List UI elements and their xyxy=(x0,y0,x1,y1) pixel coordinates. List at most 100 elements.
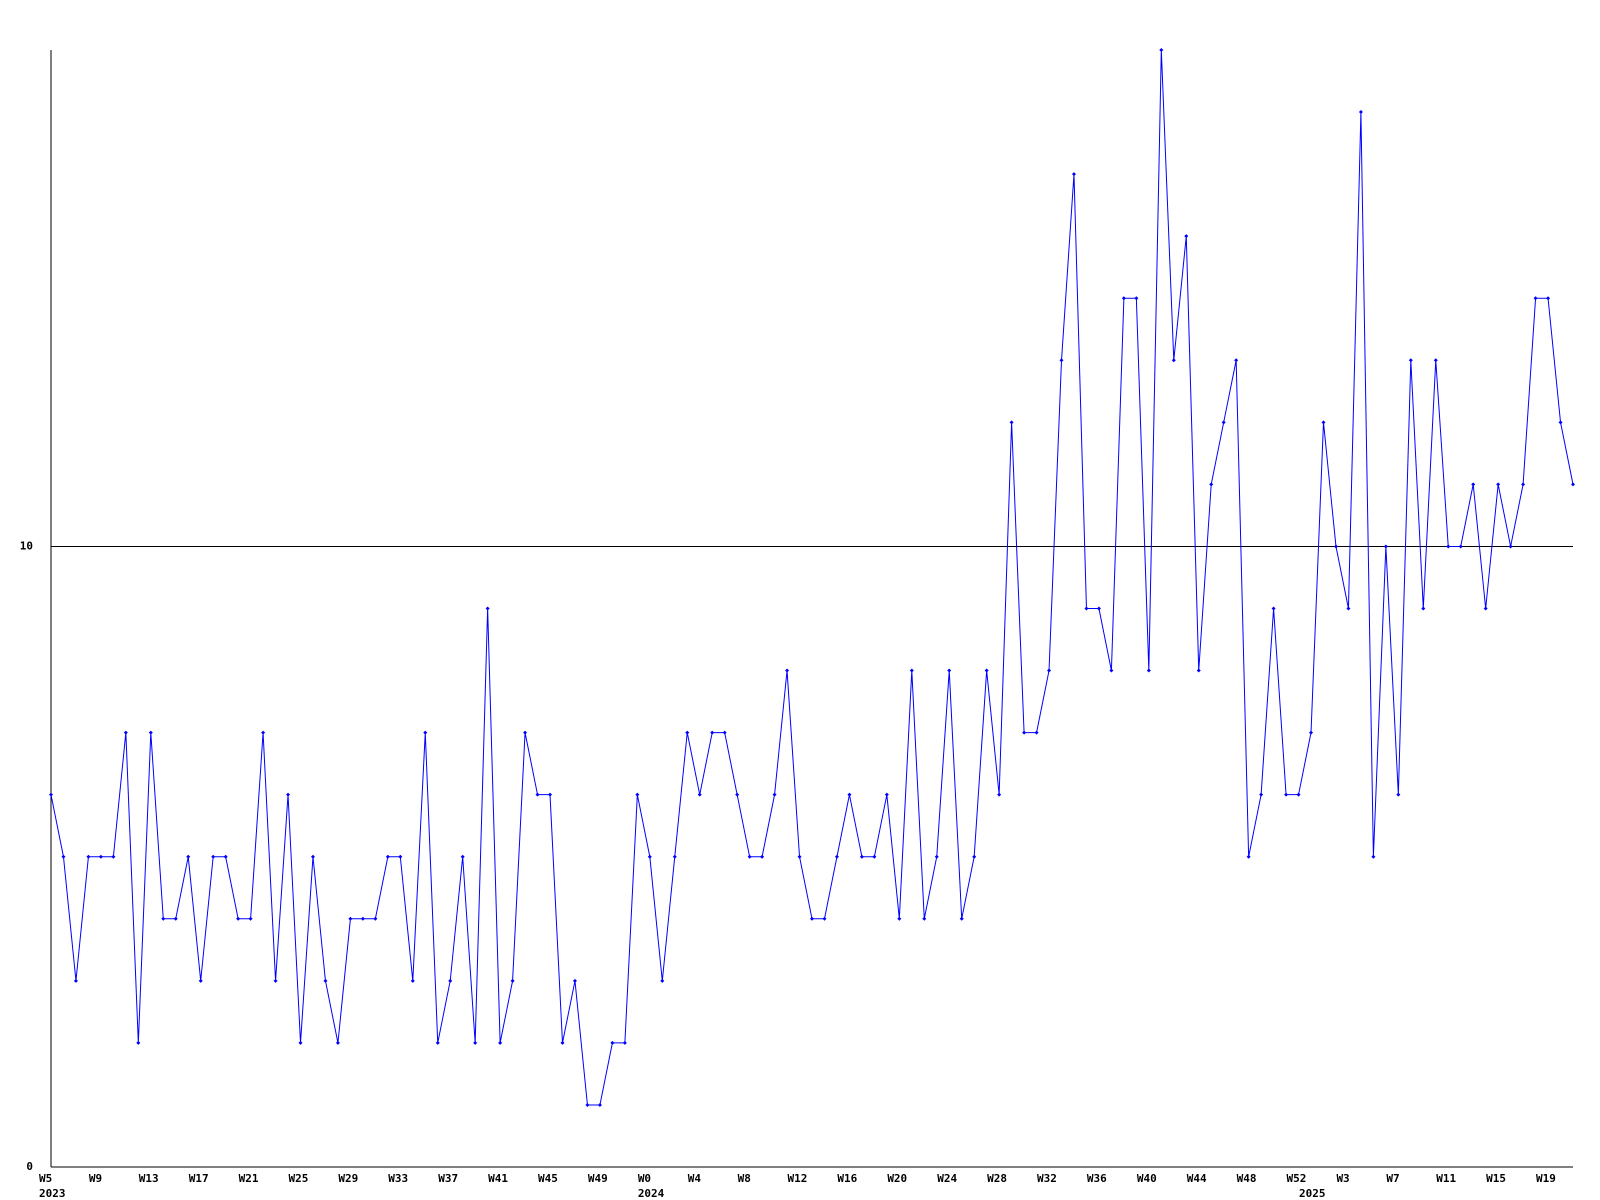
point-marker xyxy=(947,668,952,673)
x-tick-label: W45 xyxy=(538,1172,558,1185)
point-marker xyxy=(635,792,640,797)
x-tick-label: W41 xyxy=(488,1172,508,1185)
point-marker xyxy=(1546,296,1551,301)
point-marker xyxy=(1234,358,1239,363)
x-tick-label: W7 xyxy=(1386,1172,1399,1185)
x-tick-label: W52 xyxy=(1287,1172,1307,1185)
x-tick-label: W19 xyxy=(1536,1172,1556,1185)
x-tick-label: W24 xyxy=(937,1172,957,1185)
point-marker xyxy=(647,854,652,859)
point-marker xyxy=(697,792,702,797)
point-marker xyxy=(198,978,203,983)
point-marker xyxy=(1259,792,1264,797)
point-marker xyxy=(859,854,864,859)
point-marker xyxy=(1209,482,1214,487)
x-tick-label: W17 xyxy=(189,1172,209,1185)
point-marker xyxy=(772,792,777,797)
point-marker xyxy=(335,1040,340,1045)
point-marker xyxy=(223,854,228,859)
x-tick-label: W32 xyxy=(1037,1172,1057,1185)
x-tick-label: W44 xyxy=(1187,1172,1207,1185)
point-marker xyxy=(211,854,216,859)
x-tick-label: W21 xyxy=(239,1172,259,1185)
point-marker xyxy=(1196,668,1201,673)
point-marker xyxy=(86,854,91,859)
point-marker xyxy=(972,854,977,859)
point-marker xyxy=(360,916,365,921)
point-marker xyxy=(161,916,166,921)
y-tick-label: 10 xyxy=(20,539,33,552)
point-marker xyxy=(298,1040,303,1045)
point-marker xyxy=(548,792,553,797)
point-marker xyxy=(872,854,877,859)
point-marker xyxy=(173,916,178,921)
point-marker xyxy=(1084,606,1089,611)
point-marker xyxy=(236,916,241,921)
point-marker xyxy=(1408,358,1413,363)
point-marker xyxy=(1121,296,1126,301)
point-marker xyxy=(136,1040,141,1045)
x-tick-label: W37 xyxy=(438,1172,458,1185)
point-marker xyxy=(373,916,378,921)
point-marker xyxy=(810,916,814,921)
x-tick-label: W49 xyxy=(588,1172,608,1185)
point-marker xyxy=(1571,482,1575,487)
point-marker xyxy=(560,1040,565,1045)
point-marker xyxy=(1371,854,1376,859)
point-marker xyxy=(61,854,66,859)
point-marker xyxy=(747,854,752,859)
point-marker xyxy=(1047,668,1052,673)
point-marker xyxy=(1433,358,1438,363)
x-tick-label: W3 xyxy=(1336,1172,1349,1185)
point-marker xyxy=(1533,296,1538,301)
point-marker xyxy=(1346,606,1351,611)
x-tick-label: W8 xyxy=(738,1172,751,1185)
point-marker xyxy=(884,792,889,797)
point-marker xyxy=(1134,296,1139,301)
point-marker xyxy=(348,916,353,921)
x-tick-label: W28 xyxy=(987,1172,1007,1185)
point-marker xyxy=(498,1040,503,1045)
point-marker xyxy=(934,854,939,859)
point-marker xyxy=(535,792,540,797)
series-line xyxy=(50,49,1574,1106)
point-marker xyxy=(1309,730,1314,735)
point-marker xyxy=(1508,544,1513,549)
point-marker xyxy=(1022,730,1027,735)
x-tick-label: W36 xyxy=(1087,1172,1107,1185)
point-marker xyxy=(148,730,153,735)
x-tick-label: W4 xyxy=(688,1172,702,1185)
point-marker xyxy=(1358,110,1363,115)
point-marker xyxy=(1446,544,1451,549)
point-marker xyxy=(385,854,390,859)
point-marker xyxy=(984,668,989,673)
x-tick-label: W25 xyxy=(289,1172,309,1185)
point-marker xyxy=(660,978,665,983)
point-marker xyxy=(460,854,465,859)
point-marker xyxy=(585,1102,590,1107)
x-tick-label: W16 xyxy=(837,1172,857,1185)
point-marker xyxy=(735,792,740,797)
point-marker xyxy=(123,730,128,735)
point-marker xyxy=(1221,420,1226,425)
point-marker xyxy=(722,730,727,735)
point-marker xyxy=(410,978,415,983)
point-marker xyxy=(672,854,677,859)
point-marker xyxy=(1483,606,1488,611)
point-marker xyxy=(822,916,827,921)
point-marker xyxy=(473,1040,478,1045)
x-tick-label: W0 xyxy=(638,1172,651,1185)
point-marker xyxy=(1059,358,1064,363)
point-marker xyxy=(997,792,1002,797)
point-marker xyxy=(834,854,839,859)
point-marker xyxy=(435,1040,440,1045)
point-marker xyxy=(897,916,902,921)
point-marker xyxy=(1146,668,1151,673)
point-marker xyxy=(1333,544,1338,549)
x-tick-label: W48 xyxy=(1237,1172,1257,1185)
point-marker xyxy=(909,668,914,673)
x-group-label: 2024 xyxy=(638,1187,665,1200)
point-marker xyxy=(785,668,790,673)
point-marker xyxy=(323,978,328,983)
